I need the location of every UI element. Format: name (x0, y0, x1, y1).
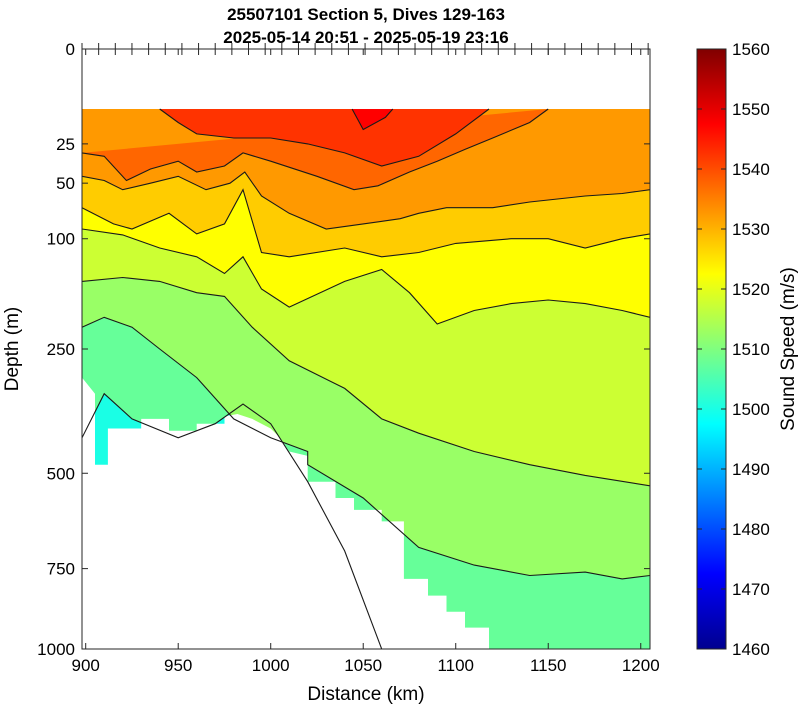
colorbar-ticks: 1460 1470 1480 1490 1500 1510 1520 1530 1540 1550… (697, 40, 770, 659)
plot-area: 900 950 1000 1050 1100 1150 1200 0 25 50 100 250 50… (37, 40, 659, 675)
colorbar: 1460 1470 1480 1490 1500 1510 1520 1530 1540 1550… (696, 40, 770, 659)
contour-line-1530 (82, 171, 650, 230)
field-band-1545 (352, 109, 393, 130)
y-tick-label: 1000 (37, 640, 75, 659)
colorbar-tick-label: 1470 (732, 580, 770, 599)
contour-line-1520 (82, 228, 650, 325)
colorbar-tick-label: 1490 (732, 460, 770, 479)
colorbar-tick-label: 1480 (732, 520, 770, 539)
x-tick-label: 1050 (344, 656, 382, 675)
x-axis-label: Distance (km) (307, 684, 424, 705)
contour-line-1535 (82, 108, 549, 191)
y-tick-label: 250 (47, 340, 75, 359)
contour-line-1510 (82, 316, 650, 580)
no-data-top (82, 49, 650, 109)
colorbar-tick-label: 1530 (732, 220, 770, 239)
colorbar-tick-label: 1460 (732, 640, 770, 659)
y-tick-label: 750 (47, 560, 75, 579)
colorbar-tick-label: 1500 (732, 400, 770, 419)
y-axis-ticks: 0 25 50 100 250 500 750 1000 (37, 40, 650, 659)
seafloor-mask (82, 377, 650, 649)
chart-title-line-2: 2025-05-14 20:51 - 2025-05-19 23:16 (223, 28, 508, 47)
x-tick-label: 900 (72, 656, 100, 675)
dive-markers (81, 43, 650, 55)
colorbar-tick-label: 1520 (732, 280, 770, 299)
contour-line-1515 (82, 276, 650, 487)
y-tick-label: 100 (47, 230, 75, 249)
colorbar-tick-label: 1510 (732, 340, 770, 359)
colorbar-tick-label: 1550 (732, 100, 770, 119)
contour-line-1545 (351, 108, 394, 131)
x-axis-ticks: 900 950 1000 1050 1100 1150 1200 (72, 49, 660, 675)
x-tick-label: 1100 (437, 656, 474, 675)
colorbar-tick-label: 1560 (732, 40, 770, 59)
contour-line-1525 (82, 188, 650, 258)
x-tick-label: 1150 (530, 656, 567, 675)
x-tick-label: 1200 (622, 656, 660, 675)
y-tick-label: 0 (66, 40, 75, 59)
y-tick-label: 500 (47, 464, 75, 483)
x-tick-label: 1000 (252, 656, 290, 675)
chart-title-line-1: 25507101 Section 5, Dives 129-163 (227, 5, 505, 24)
y-tick-label: 25 (56, 135, 75, 154)
colorbar-label: Sound Speed (m/s) (778, 267, 799, 431)
contour-line-1540 (159, 108, 490, 167)
colorbar-tick-label: 1540 (732, 160, 770, 179)
x-tick-label: 950 (164, 656, 192, 675)
contour-lines (82, 108, 650, 649)
field-band-1540 (159, 109, 489, 166)
y-axis-label: Depth (m) (2, 307, 23, 391)
y-tick-label: 50 (56, 174, 75, 193)
